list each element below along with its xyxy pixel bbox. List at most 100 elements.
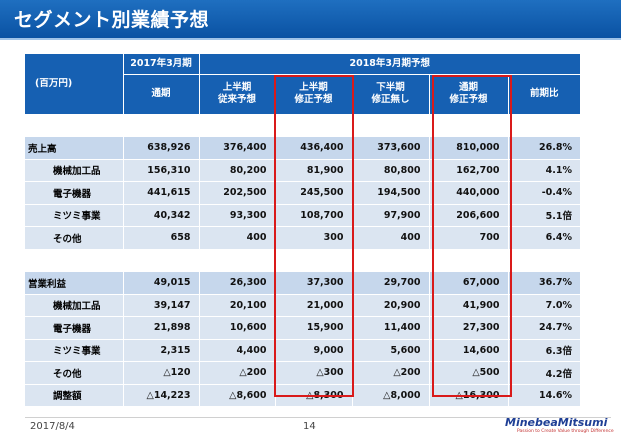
cell-value: 67,000	[428, 271, 508, 295]
cell-value: 400	[198, 226, 275, 250]
title-bar: セグメント別業績予想	[0, 0, 621, 38]
cell-value: 11,400	[351, 316, 429, 340]
logo-tagline: Passion to Create Value through Differen…	[517, 429, 614, 434]
table-row: 機械加工品 156,310 80,200 81,900 80,800 162,7…	[25, 159, 580, 182]
table-row: その他 △120 △200 △300 △200 △500 4.2倍	[25, 361, 580, 385]
cell-value: 81,900	[274, 159, 352, 182]
row-label: 売上高	[25, 136, 123, 160]
table-row: ミツミ事業 2,315 4,400 9,000 5,600 14,600 6.3…	[25, 339, 580, 362]
cell-value: 376,400	[198, 136, 275, 160]
cell-value: 810,000	[428, 136, 508, 160]
page-number: 14	[303, 421, 316, 432]
col-header-h1-previous: 上半期 従来予想	[198, 74, 275, 115]
cell-value: 37,300	[274, 271, 352, 295]
cell-value: 4,400	[198, 339, 275, 362]
cell-value: 700	[428, 226, 508, 250]
cell-value: 6.4%	[507, 226, 580, 250]
footer-date: 2017/8/4	[30, 421, 75, 432]
cell-value: 156,310	[122, 159, 199, 182]
cell-value: △200	[198, 361, 275, 385]
col-header-line1: 上半期	[299, 82, 328, 93]
row-label: 電子機器	[25, 181, 123, 205]
highlight-box-full-year-revised	[432, 75, 512, 397]
cell-value: -0.4%	[507, 181, 580, 205]
row-label: その他	[25, 226, 123, 250]
cell-value: 6.3倍	[507, 339, 580, 362]
cell-value: 21,000	[274, 294, 352, 317]
cell-value: 194,500	[351, 181, 429, 205]
cell-value: 26.8%	[507, 136, 580, 160]
row-label: 電子機器	[25, 316, 123, 340]
cell-value: 10,600	[198, 316, 275, 340]
cell-value: 108,700	[274, 204, 352, 227]
unit-header: (百万円)	[25, 54, 123, 115]
cell-value: 20,100	[198, 294, 275, 317]
footer-divider	[25, 417, 611, 418]
cell-value: 202,500	[198, 181, 275, 205]
cell-value: △200	[351, 361, 429, 385]
cell-value: 15,900	[274, 316, 352, 340]
cell-value: 40,342	[122, 204, 199, 227]
cell-value: △300	[274, 361, 352, 385]
cell-value: 39,147	[122, 294, 199, 317]
row-label: ミツミ事業	[25, 204, 123, 227]
table-row: 電子機器 441,615 202,500 245,500 194,500 440…	[25, 181, 580, 205]
logo-wordmark: MinebeaMitsumi	[505, 416, 608, 429]
cell-value: 436,400	[274, 136, 352, 160]
highlight-box-h1-revised	[274, 75, 354, 397]
col-header-line2: 修正予想	[449, 94, 488, 105]
cell-value: 41,900	[428, 294, 508, 317]
col-header-h2-unchanged: 下半期 修正無し	[351, 74, 429, 115]
col-header-full-year-revised: 通期 修正予想	[428, 74, 508, 115]
cell-value: △14,223	[122, 384, 199, 407]
cell-value: 441,615	[122, 181, 199, 205]
cell-value: 300	[274, 226, 352, 250]
cell-value: △8,000	[351, 384, 429, 407]
title-underline	[0, 38, 621, 40]
row-label: 営業利益	[25, 271, 123, 295]
company-logo: MinebeaMitsumi Passion to Create Value t…	[505, 416, 615, 436]
cell-value: 206,600	[428, 204, 508, 227]
row-label: 機械加工品	[25, 159, 123, 182]
cell-value: 14.6%	[507, 384, 580, 407]
cell-value: 21,898	[122, 316, 199, 340]
cell-value: 4.2倍	[507, 361, 580, 385]
col-header-line2: 修正無し	[371, 94, 410, 105]
cell-value: 93,300	[198, 204, 275, 227]
cell-value: 400	[351, 226, 429, 250]
fy2018-header: 2018年3月期予想	[198, 54, 580, 75]
cell-value: 27,300	[428, 316, 508, 340]
segment-forecast-table: (百万円) 2017年3月期 2018年3月期予想 通期 上半期 従来予想 上半…	[25, 54, 580, 407]
col-header-line2: 従来予想	[217, 94, 256, 105]
cell-value: 20,900	[351, 294, 429, 317]
table-row: 調整額 △14,223 △8,600 △8,300 △8,000 △16,300…	[25, 384, 580, 407]
cell-value: 80,200	[198, 159, 275, 182]
row-label: 調整額	[25, 384, 123, 407]
cell-value: 245,500	[274, 181, 352, 205]
cell-value: 658	[122, 226, 199, 250]
table-row: ミツミ事業 40,342 93,300 108,700 97,900 206,6…	[25, 204, 580, 227]
table-row: 機械加工品 39,147 20,100 21,000 20,900 41,900…	[25, 294, 580, 317]
row-label: 機械加工品	[25, 294, 123, 317]
cell-value: 2,315	[122, 339, 199, 362]
cell-value: 7.0%	[507, 294, 580, 317]
cell-value: 440,000	[428, 181, 508, 205]
col-header-h1-revised: 上半期 修正予想	[274, 74, 352, 115]
page-title: セグメント別業績予想	[14, 9, 210, 31]
cell-value: 29,700	[351, 271, 429, 295]
cell-value: 36.7%	[507, 271, 580, 295]
cell-value: 97,900	[351, 204, 429, 227]
table-row: 電子機器 21,898 10,600 15,900 11,400 27,300 …	[25, 316, 580, 340]
table-row: その他 658 400 300 400 700 6.4%	[25, 226, 580, 250]
row-label: ミツミ事業	[25, 339, 123, 362]
col-header-line2: 修正予想	[294, 94, 333, 105]
cell-value: 638,926	[122, 136, 199, 160]
row-label: その他	[25, 361, 123, 385]
col-header-line1: 上半期	[222, 82, 252, 93]
cell-value: 24.7%	[507, 316, 580, 340]
cell-value: 162,700	[428, 159, 508, 182]
cell-value: △8,600	[198, 384, 275, 407]
cell-value: 4.1%	[507, 159, 580, 182]
fy2017-header: 2017年3月期	[122, 54, 199, 75]
cell-value: 5,600	[351, 339, 429, 362]
